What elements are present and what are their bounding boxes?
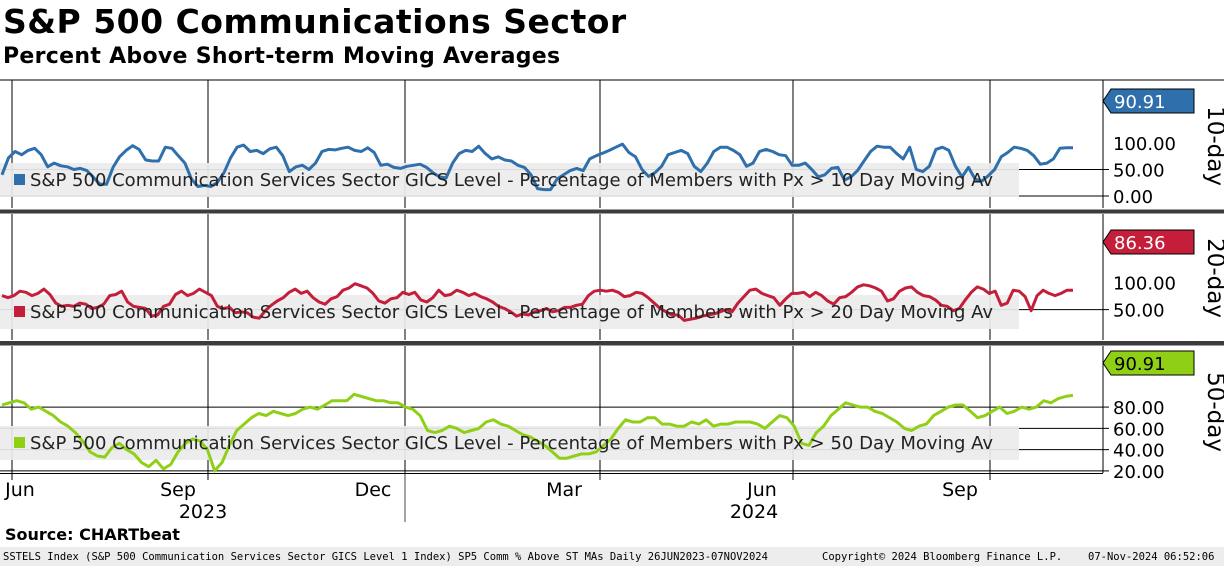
y-tick-label: 0.00 — [1113, 187, 1153, 208]
legend-band — [0, 163, 1019, 197]
footer-background — [0, 547, 1224, 566]
legend-swatch — [14, 174, 25, 185]
panel-20-day: S&P 500 Communication Services Sector GI… — [0, 214, 1224, 340]
last-value-label: 90.91 — [1114, 354, 1166, 375]
y-tick-label: 50.00 — [1113, 161, 1165, 182]
y-tick-label: 80.00 — [1113, 398, 1165, 419]
x-tick-label: Jun — [746, 479, 777, 501]
last-value-label: 86.36 — [1114, 233, 1166, 254]
chart-title: S&P 500 Communications Sector — [3, 2, 627, 41]
x-tick-label: Dec — [355, 479, 392, 501]
y-tick-label: 20.00 — [1113, 462, 1165, 483]
panel-label: 20-day — [1202, 238, 1224, 318]
x-tick-label: Jun — [4, 479, 35, 501]
y-tick-label: 100.00 — [1113, 274, 1176, 295]
panel-50-day: S&P 500 Communication Services Sector GI… — [0, 346, 1224, 483]
panel-label: 50-day — [1202, 372, 1224, 452]
chart-subtitle: Percent Above Short-term Moving Averages — [3, 44, 561, 69]
legend-label: S&P 500 Communication Services Sector GI… — [30, 433, 993, 454]
series-line — [0, 142, 1073, 192]
last-value-marker — [1102, 88, 1195, 114]
year-label: 2023 — [179, 501, 227, 523]
source-text: Source: CHARTbeat — [5, 525, 180, 544]
panel-separator — [0, 341, 1224, 346]
legend-label: S&P 500 Communication Services Sector GI… — [30, 170, 993, 191]
last-value-marker — [1102, 350, 1195, 376]
legend-swatch — [14, 437, 25, 448]
legend-label: S&P 500 Communication Services Sector GI… — [30, 302, 993, 323]
y-tick-label: 60.00 — [1113, 419, 1165, 440]
x-tick-label: Mar — [546, 479, 582, 501]
series-line — [1, 392, 1074, 473]
legend-swatch — [14, 306, 25, 317]
x-tick-label: Sep — [942, 479, 978, 501]
footer-copyright: Copyright© 2024 Bloomberg Finance L.P. — [822, 551, 1063, 563]
legend-band — [0, 426, 1019, 460]
footer-bar: SSTELS Index (S&P 500 Communication Serv… — [0, 548, 1224, 566]
y-tick-label: 40.00 — [1113, 441, 1165, 462]
x-tick-label: Sep — [160, 479, 196, 501]
y-tick-label: 100.00 — [1113, 134, 1176, 155]
series-line — [1, 282, 1073, 322]
panel-label: 10-day — [1202, 106, 1224, 186]
panel-separator — [0, 209, 1224, 214]
last-value-label: 90.91 — [1114, 92, 1166, 113]
footer-ticker-info: SSTELS Index (S&P 500 Communication Serv… — [3, 551, 768, 563]
year-label: 2024 — [730, 501, 778, 523]
y-tick-label: 50.00 — [1113, 301, 1165, 322]
last-value-marker — [1102, 229, 1195, 255]
footer-timestamp: 07-Nov-2024 06:52:06 — [1088, 551, 1215, 563]
panel-10-day: S&P 500 Communication Services Sector GI… — [0, 80, 1224, 208]
